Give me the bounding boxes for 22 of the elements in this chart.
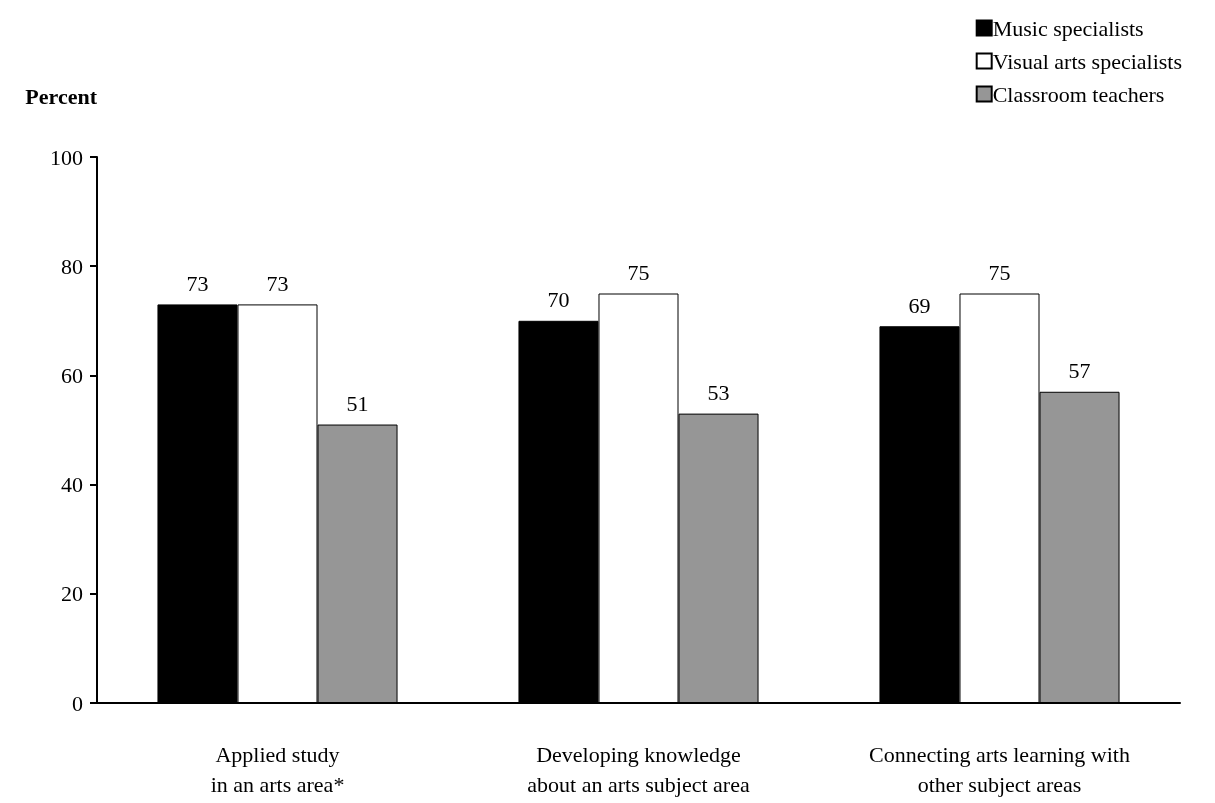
legend-label: Visual arts specialists bbox=[992, 48, 1182, 74]
legend-label: Classroom teachers bbox=[992, 81, 1165, 107]
y-tick-label: 20 bbox=[61, 581, 83, 607]
x-tick-label: Developing knowledge about an arts subject area bbox=[527, 741, 750, 797]
x-tick-label: Applied study in an arts area* bbox=[210, 741, 345, 797]
y-tick-label: 0 bbox=[72, 690, 83, 716]
y-tick-label: 60 bbox=[61, 362, 83, 388]
y-tick-label: 80 bbox=[61, 253, 83, 279]
data-label: 51 bbox=[346, 391, 369, 417]
legend-label: Music specialists bbox=[992, 15, 1144, 41]
y-tick-label: 40 bbox=[61, 472, 83, 498]
data-label: 73 bbox=[186, 270, 209, 296]
x-tick-label: Connecting arts learning with other subject areas bbox=[869, 741, 1130, 797]
data-label: 57 bbox=[1068, 358, 1091, 384]
data-label: 75 bbox=[627, 260, 650, 285]
y-tick-label: 100 bbox=[50, 144, 83, 170]
data-label: 73 bbox=[266, 270, 289, 296]
data-label: 69 bbox=[908, 292, 931, 318]
data-label: 75 bbox=[988, 260, 1011, 285]
data-label: 53 bbox=[707, 380, 730, 406]
y-axis-title: Percent bbox=[25, 83, 98, 109]
data-label: 70 bbox=[547, 287, 570, 313]
